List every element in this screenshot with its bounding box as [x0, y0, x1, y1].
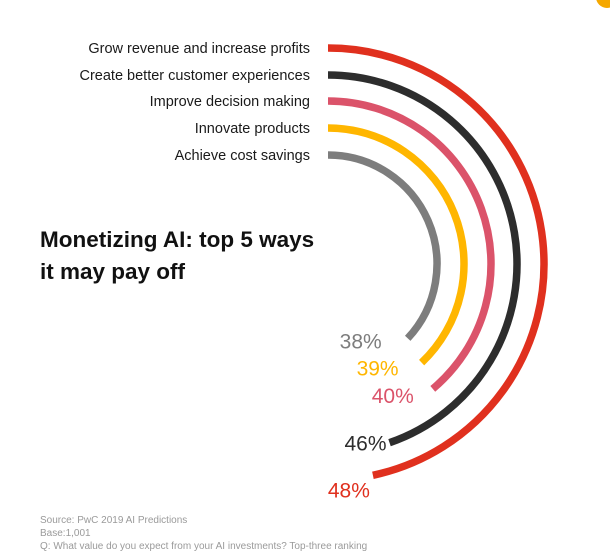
chart-footnote: Source: PwC 2019 AI Predictions Base:1,0… — [40, 514, 367, 553]
value-label-5: 38% — [340, 330, 382, 353]
footnote-base: Base:1,001 — [40, 528, 91, 539]
value-label-2: 46% — [345, 433, 387, 456]
arc-bar-5 — [327, 151, 441, 341]
category-label-4: Innovate products — [195, 121, 310, 137]
value-label-3: 40% — [372, 385, 414, 408]
category-label-1: Grow revenue and increase profits — [88, 41, 310, 57]
category-label-2: Create better customer experiences — [80, 68, 311, 84]
arc-bar-2 — [327, 71, 521, 447]
chart-title: Monetizing AI: top 5 ways it may pay off — [40, 224, 360, 288]
arc-bar-4 — [327, 124, 468, 366]
chart-title-line-1: Monetizing AI: top 5 ways — [40, 227, 315, 252]
category-label-3: Improve decision making — [150, 94, 310, 110]
footnote-source: Source: PwC 2019 AI Predictions — [40, 515, 188, 526]
chart-title-line-2: it may pay off — [40, 259, 186, 284]
value-label-1: 48% — [328, 479, 370, 502]
arc-bar-3 — [327, 97, 495, 392]
footnote-question: Q: What value do you expect from your AI… — [40, 541, 368, 552]
corner-logo-mark — [596, 0, 610, 8]
category-label-5: Achieve cost savings — [175, 148, 310, 164]
arc-bar-1 — [327, 44, 548, 479]
value-label-4: 39% — [357, 358, 399, 381]
